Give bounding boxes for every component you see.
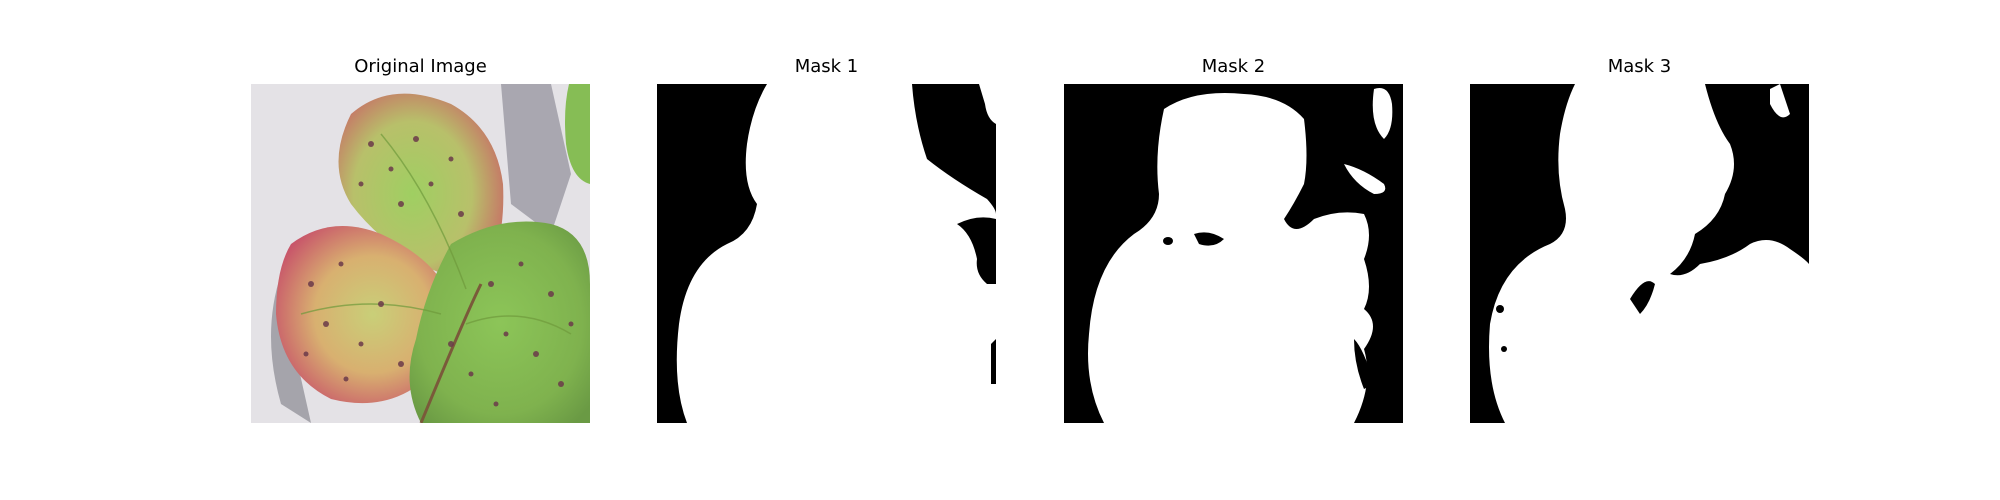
panel-original-image: Original Image <box>251 0 590 500</box>
panel-mask-1: Mask 1 <box>657 0 996 500</box>
segmentation-mask-3 <box>1470 84 1809 423</box>
segmentation-mask-2 <box>1064 84 1403 423</box>
panel-title: Mask 2 <box>1201 56 1266 77</box>
panel-mask-3: Mask 3 <box>1470 0 1809 500</box>
original-leaf-photo <box>251 84 590 423</box>
segmentation-mask-1 <box>657 84 996 423</box>
panel-title: Original Image <box>354 56 487 77</box>
panel-title: Mask 3 <box>1607 56 1672 77</box>
panel-title: Mask 1 <box>794 56 859 77</box>
panel-mask-2: Mask 2 <box>1064 0 1403 500</box>
